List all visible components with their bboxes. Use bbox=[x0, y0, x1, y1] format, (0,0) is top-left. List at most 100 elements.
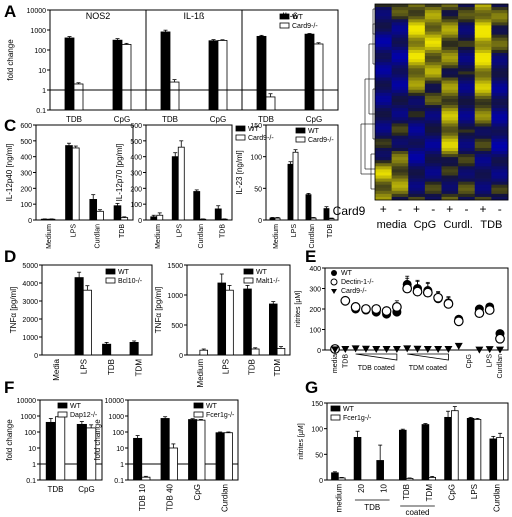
heatmap-cell bbox=[491, 28, 509, 32]
heatmap-cell bbox=[375, 86, 393, 91]
heatmap-cell bbox=[375, 77, 393, 81]
legend-swatch bbox=[330, 414, 341, 421]
legend-swatch bbox=[330, 405, 341, 412]
x-tick-label: TDB bbox=[342, 354, 349, 368]
y-tick-label: 4000 bbox=[22, 281, 38, 288]
heatmap-cell bbox=[375, 147, 393, 152]
y-tick-label: 400 bbox=[309, 266, 321, 273]
x-tick-label: TDB bbox=[402, 484, 411, 500]
bar bbox=[292, 151, 299, 221]
y-axis-label: IL-12p40 [ng/ml] bbox=[5, 144, 14, 202]
heatmap-cell bbox=[491, 74, 509, 78]
legend-label: WT bbox=[70, 403, 82, 410]
bar bbox=[304, 33, 315, 111]
heatmap-cell bbox=[474, 154, 492, 158]
heatmap-cell bbox=[441, 56, 459, 60]
heatmap-cell bbox=[441, 40, 459, 45]
data-point-card9 bbox=[392, 345, 401, 353]
bar bbox=[150, 216, 158, 221]
bar bbox=[466, 417, 475, 481]
heatmap-cell bbox=[408, 89, 426, 94]
heatmap-cell bbox=[491, 37, 509, 42]
heatmap-cell bbox=[408, 19, 426, 23]
heatmap-cell bbox=[458, 22, 476, 26]
heatmap-cell bbox=[391, 135, 409, 140]
heatmap-cell bbox=[375, 123, 393, 127]
heatmap-cell bbox=[424, 102, 442, 106]
data-point-dectin bbox=[340, 295, 351, 306]
heatmap-cell bbox=[424, 169, 442, 173]
legend-marker-card9 bbox=[331, 289, 337, 294]
panel-letter-f: F bbox=[4, 378, 14, 397]
heatmap-cell bbox=[408, 37, 426, 42]
y-tick-label: 1000 bbox=[167, 293, 183, 300]
heatmap-cell bbox=[491, 53, 509, 57]
heatmap-cell bbox=[458, 120, 476, 124]
heatmap-cell bbox=[491, 98, 509, 103]
legend-label: WT bbox=[248, 126, 260, 133]
x-tick-label: TDB bbox=[327, 224, 334, 238]
heatmap-cell bbox=[441, 77, 459, 81]
heatmap-cell bbox=[491, 147, 509, 152]
heatmap-cell bbox=[375, 126, 393, 130]
heatmap-cell bbox=[391, 83, 409, 88]
legend-swatch bbox=[235, 134, 246, 141]
heatmap-cell bbox=[408, 154, 426, 158]
y-tick-label: 1000 bbox=[22, 335, 38, 342]
bar bbox=[220, 218, 228, 221]
heatmap-cell bbox=[391, 160, 409, 164]
heatmap-cell bbox=[491, 172, 509, 176]
heatmap-cell bbox=[458, 98, 476, 103]
heatmap-cell bbox=[441, 187, 459, 192]
y-tick-label: 600 bbox=[130, 123, 142, 130]
heatmap-cell bbox=[458, 10, 476, 14]
heatmap-cell bbox=[391, 19, 409, 23]
bar bbox=[199, 218, 207, 221]
legend-label: Card9-/- bbox=[292, 23, 318, 30]
heatmap-cell bbox=[458, 53, 476, 57]
y-tick-label: 0 bbox=[258, 218, 262, 225]
heatmap-cell bbox=[391, 37, 409, 42]
heatmap-cell bbox=[458, 25, 476, 29]
heatmap-cell bbox=[391, 172, 409, 176]
heatmap-cell bbox=[474, 105, 492, 109]
bar bbox=[156, 214, 164, 221]
heatmap-cell bbox=[391, 74, 409, 78]
heatmap-cell bbox=[408, 120, 426, 124]
heatmap-cell bbox=[458, 138, 476, 143]
x-tick-label: CpG bbox=[114, 115, 130, 124]
heatmap-cell bbox=[391, 4, 409, 8]
heatmap-cell bbox=[375, 92, 393, 97]
bar bbox=[96, 210, 104, 221]
heatmap-cell bbox=[491, 190, 509, 195]
group-label: TDB bbox=[480, 219, 502, 231]
legend-swatch bbox=[105, 268, 116, 275]
heatmap-cell bbox=[424, 196, 442, 201]
heatmap-cell bbox=[491, 19, 509, 23]
x-tick-label: Curdlan bbox=[220, 484, 229, 512]
heatmap-cell bbox=[408, 172, 426, 176]
heatmap-cell bbox=[408, 68, 426, 72]
heatmap-cell bbox=[441, 175, 459, 179]
heatmap-cell bbox=[458, 71, 476, 75]
heatmap-cell bbox=[424, 123, 442, 127]
heatmap-cell bbox=[474, 187, 492, 192]
bar bbox=[45, 421, 56, 481]
heatmap-cell bbox=[441, 59, 459, 63]
heatmap-cell bbox=[491, 187, 509, 192]
heatmap-cell bbox=[391, 190, 409, 195]
data-point-dectin bbox=[412, 286, 423, 297]
bar bbox=[47, 218, 56, 221]
subplot-title: NOS2 bbox=[86, 11, 111, 21]
data-point-card9 bbox=[444, 345, 453, 353]
legend-swatch bbox=[279, 22, 290, 29]
y-tick-label: 600 bbox=[20, 123, 32, 130]
y-tick-label: 0 bbox=[34, 353, 38, 360]
heatmap-cell bbox=[491, 154, 509, 158]
x-tick-label: 20 bbox=[357, 483, 366, 492]
heatmap-cell bbox=[458, 68, 476, 72]
heatmap-cell bbox=[474, 138, 492, 143]
heatmap-cell bbox=[474, 147, 492, 152]
heatmap-cell bbox=[424, 157, 442, 161]
heatmap-cell bbox=[474, 132, 492, 137]
